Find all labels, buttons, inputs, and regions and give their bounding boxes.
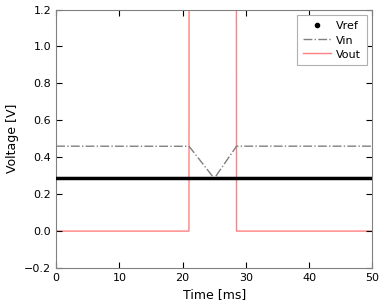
X-axis label: Time [ms]: Time [ms] [182,289,246,301]
Legend: Vref, Vin, Vout: Vref, Vin, Vout [298,15,367,65]
Y-axis label: Voltage [V]: Voltage [V] [5,104,18,173]
